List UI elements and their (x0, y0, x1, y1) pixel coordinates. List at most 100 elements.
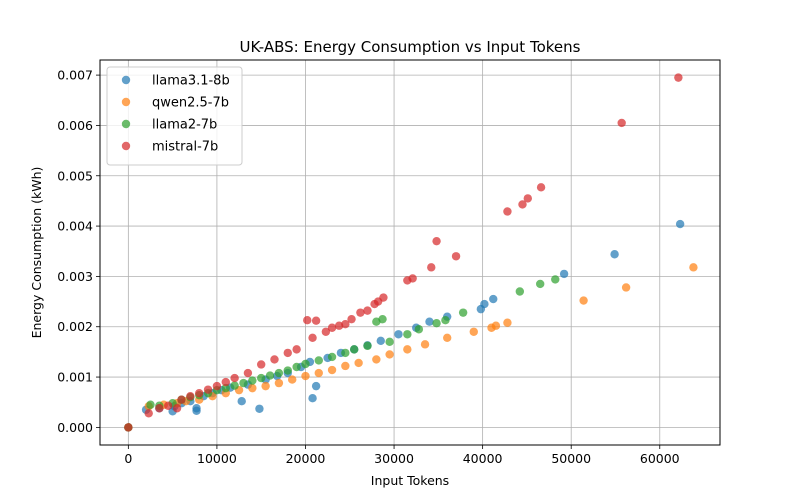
data-point-llama2-7b (441, 315, 450, 325)
y-axis-label: Energy Consumption (kWh) (29, 167, 44, 339)
data-point-mistral-7b (356, 308, 365, 317)
legend-label: mistral-7b (152, 140, 218, 155)
data-point-llama2-7b (378, 314, 387, 324)
data-point-mistral-7b (303, 315, 312, 325)
data-point-mistral-7b (327, 323, 337, 332)
data-point-llama2-7b (432, 319, 441, 328)
data-point-llama2-7b (363, 341, 372, 351)
data-point-llama3.1-8b (376, 336, 385, 346)
data-point-qwen2.5-7b (341, 361, 350, 371)
legend: llama3.1-8b qwen2.5-7b llama2-7b mistral-7b (106, 66, 243, 166)
x-tick-label: 50000 (551, 451, 591, 466)
data-point-qwen2.5-7b (403, 345, 412, 354)
data-point-mistral-7b (341, 320, 350, 329)
data-point-qwen2.5-7b (354, 358, 363, 368)
data-point-llama2-7b (551, 275, 560, 284)
data-point-qwen2.5-7b (248, 383, 257, 393)
data-point-llama2-7b (350, 345, 359, 354)
data-point-mistral-7b (212, 381, 222, 391)
data-point-mistral-7b (536, 183, 546, 192)
data-point-mistral-7b (363, 306, 372, 315)
x-tick-label: 40000 (463, 451, 503, 466)
y-tick-label: 0.000 (57, 420, 93, 435)
data-point-mistral-7b (186, 391, 195, 401)
legend-label: llama3.1-8b (152, 74, 230, 89)
data-point-llama3.1-8b (192, 404, 201, 413)
data-point-llama2-7b (385, 337, 394, 347)
data-point-mistral-7b (347, 314, 356, 324)
data-point-mistral-7b (674, 73, 683, 82)
data-point-llama3.1-8b (308, 393, 317, 403)
data-point-llama2-7b (292, 362, 301, 372)
legend-marker (121, 97, 131, 107)
x-tick-label: 60000 (640, 451, 680, 466)
x-axis-label: Input Tokens (371, 473, 449, 488)
data-point-mistral-7b (257, 360, 266, 369)
data-point-llama3.1-8b (489, 294, 498, 304)
data-point-llama3.1-8b (237, 397, 246, 406)
data-point-mistral-7b (177, 395, 186, 404)
legend-marker (121, 119, 131, 129)
data-point-qwen2.5-7b (288, 375, 297, 384)
data-point-llama2-7b (327, 352, 337, 362)
data-point-qwen2.5-7b (327, 365, 337, 375)
data-point-llama2-7b (221, 383, 230, 393)
data-point-mistral-7b (164, 401, 173, 410)
legend-box (106, 66, 243, 166)
y-tick-label: 0.003 (57, 269, 93, 284)
data-point-llama2-7b (301, 359, 310, 369)
data-point-qwen2.5-7b (469, 327, 478, 336)
data-point-mistral-7b (451, 252, 461, 261)
data-point-mistral-7b (518, 200, 527, 209)
data-point-llama3.1-8b (610, 250, 619, 259)
data-point-qwen2.5-7b (491, 321, 501, 330)
data-point-qwen2.5-7b (443, 333, 452, 343)
data-point-llama3.1-8b (480, 299, 489, 309)
x-tick-label: 30000 (374, 451, 414, 466)
data-point-mistral-7b (221, 377, 230, 387)
data-point-mistral-7b (379, 293, 388, 302)
data-point-llama2-7b (536, 279, 545, 289)
data-point-llama2-7b (257, 373, 266, 383)
data-point-qwen2.5-7b (385, 350, 394, 359)
data-point-mistral-7b (203, 385, 213, 394)
data-point-qwen2.5-7b (621, 283, 631, 292)
y-tick-label: 0.001 (57, 370, 93, 385)
data-point-mistral-7b (427, 263, 436, 272)
legend-label: qwen2.5-7b (152, 96, 229, 111)
data-point-qwen2.5-7b (372, 355, 381, 364)
data-point-mistral-7b (195, 388, 204, 398)
data-point-llama2-7b (414, 325, 424, 334)
data-point-llama2-7b (403, 330, 412, 339)
plot-frame (99, 59, 721, 446)
data-point-llama2-7b (314, 356, 323, 365)
data-point-llama2-7b (146, 400, 155, 409)
data-point-llama2-7b (283, 366, 292, 375)
data-point-llama2-7b (239, 378, 248, 388)
y-tick-label: 0.004 (57, 219, 93, 234)
x-tick-label: 20000 (286, 451, 326, 466)
y-tick-label: 0.002 (57, 319, 93, 334)
x-tick-label: 10000 (197, 451, 237, 466)
data-point-qwen2.5-7b (689, 263, 698, 272)
data-point-llama3.1-8b (394, 330, 403, 339)
data-point-mistral-7b (155, 404, 164, 413)
data-point-qwen2.5-7b (579, 296, 588, 305)
data-point-llama3.1-8b (425, 317, 434, 326)
data-point-mistral-7b (408, 274, 417, 283)
x-tick-label: 0 (124, 451, 132, 466)
axis-ticks: 0 10000 20000 30000 40000 50000 60000 0.000 0.00… (57, 68, 679, 466)
data-point-mistral-7b (124, 423, 133, 432)
data-point-qwen2.5-7b (314, 368, 323, 378)
data-point-mistral-7b (283, 348, 292, 358)
grid-lines (100, 60, 720, 445)
data-point-mistral-7b (172, 404, 182, 413)
data-points (124, 73, 698, 432)
data-point-qwen2.5-7b (274, 378, 284, 388)
data-point-llama2-7b (230, 381, 239, 390)
y-tick-label: 0.005 (57, 168, 93, 183)
data-point-mistral-7b (243, 368, 253, 378)
y-tick-label: 0.006 (57, 118, 93, 133)
data-point-mistral-7b (321, 327, 331, 336)
